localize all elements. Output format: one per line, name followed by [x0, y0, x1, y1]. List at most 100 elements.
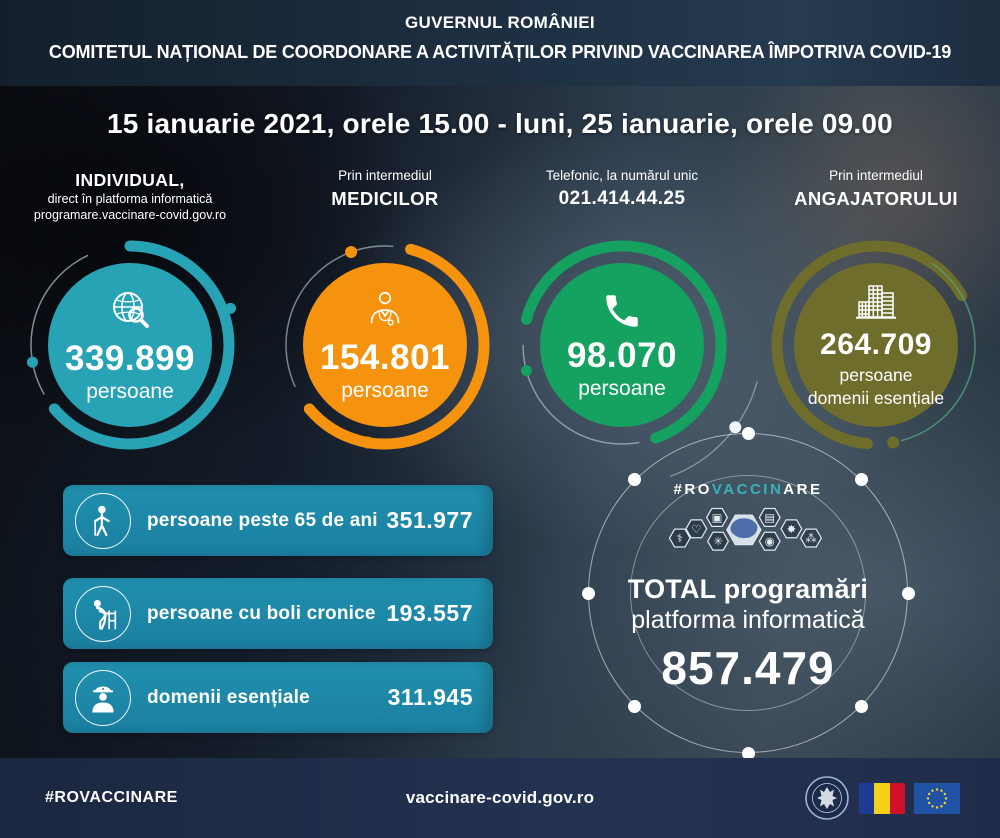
- channel-unit: persoane: [578, 376, 666, 400]
- channel-medici-circle: 154.801 persoane: [255, 215, 515, 475]
- phone-icon: [606, 294, 638, 327]
- virus-icon: ✸: [787, 522, 797, 536]
- doctor-icon: [370, 291, 400, 325]
- eu-flag-icon: [914, 782, 960, 814]
- hashtag-prefix: #RO: [673, 481, 712, 498]
- total-circle: #ROVACCINARE ⚕ ♡ ▣ ✳: [578, 423, 918, 763]
- flag-stripe-red: [889, 782, 905, 814]
- category-value: 311.945: [387, 684, 473, 710]
- channel-title-line: INDIVIDUAL,: [75, 170, 185, 190]
- ring-dot: [901, 586, 915, 600]
- person-walker-icon: [75, 585, 131, 642]
- total-ring-inner: [630, 475, 866, 711]
- category-row-chronic: persoane cu boli cronice 193.557: [63, 578, 493, 649]
- channel-value: 339.899: [64, 338, 196, 378]
- footer-band: #ROVACCINARE vaccinare-covid.gov.ro: [0, 758, 1000, 838]
- channel-individual-circle: 339.899 persoane: [0, 215, 260, 475]
- ring-dot: [741, 746, 755, 760]
- ring-dot: [581, 586, 595, 600]
- stethoscope-icon: ⚕: [677, 531, 683, 545]
- ring-dot: [854, 699, 868, 713]
- channel-unit-detail: domenii esențiale: [807, 388, 945, 408]
- channel-medici: Prin intermediul MEDICILOR: [255, 160, 515, 460]
- channel-individual-stats: 339.899 persoane: [48, 263, 212, 427]
- government-seal-icon: [805, 776, 849, 820]
- romania-flag-icon: [859, 782, 905, 814]
- flag-stripe-blue: [859, 782, 875, 814]
- channel-telefonic-title: Telefonic, la numărul unic 021.414.44.25: [492, 168, 752, 211]
- police-officer-icon: [92, 686, 114, 713]
- heart-pulse-icon: ♡: [691, 522, 701, 536]
- header-subtitle: COMITETUL NAȚIONAL DE COORDONARE A ACTIV…: [48, 42, 952, 62]
- circle-decoration: [771, 240, 981, 450]
- channel-title-line: 021.414.44.25: [558, 187, 686, 209]
- star-of-life-icon: ✳: [713, 534, 723, 548]
- footer-hashtag: #ROVACCINARE: [45, 789, 178, 806]
- header-title: GUVERNUL ROMÂNIEI: [405, 13, 595, 32]
- flag-stripe-yellow: [874, 782, 890, 814]
- channel-angajator-circle: 264.709 persoane domenii esențiale: [746, 215, 1000, 475]
- channel-title-line: Prin intermediul: [829, 168, 923, 183]
- eye-icon: ◉: [765, 534, 775, 548]
- category-row-over-65: persoane peste 65 de ani 351.977: [63, 485, 493, 556]
- total-value: 857.479: [661, 642, 835, 694]
- person-walker-icon: [93, 599, 117, 630]
- channel-angajator: Prin intermediul ANGAJATORULUI: [746, 160, 1000, 460]
- medical-hexagon-cluster: ⚕ ♡ ▣ ✳ ▤ ◉ ✸ ⁂: [668, 507, 823, 551]
- channel-unit: persoane: [86, 379, 174, 403]
- rovaccinare-hashtag: #ROVACCINARE: [674, 481, 823, 498]
- category-row-essential: domenii esențiale 311.945: [63, 662, 493, 733]
- romania-map-icon: [730, 518, 758, 539]
- total-content: #ROVACCINARE ⚕ ♡ ▣ ✳: [578, 423, 918, 763]
- channel-angajator-stats: 264.709 persoane domenii esențiale: [794, 263, 958, 427]
- channel-title-line: MEDICILOR: [331, 187, 439, 209]
- channel-value: 98.070: [566, 335, 678, 375]
- channel-title-line: ANGAJATORULUI: [794, 187, 958, 209]
- channel-unit: persoane: [839, 365, 913, 386]
- period-text: 15 ianuarie 2021, orele 15.00 - luni, 25…: [107, 108, 893, 139]
- hashtag-suffix: ARE: [783, 481, 823, 498]
- police-officer-icon: [75, 669, 131, 726]
- hashtag-mid: VACCIN: [711, 481, 784, 498]
- ring-dot: [628, 473, 642, 487]
- total-title: TOTAL programări: [627, 574, 869, 604]
- elderly-person-icon: [75, 492, 131, 549]
- channel-telefonic-circle: 98.070 persoane: [481, 204, 763, 486]
- people-icon: ⁂: [805, 531, 817, 545]
- medical-kit-icon: ▣: [712, 510, 723, 524]
- category-label: persoane cu boli cronice: [147, 602, 376, 624]
- channel-individual-title: INDIVIDUAL, direct în platforma informat…: [0, 168, 260, 223]
- footer-website: vaccinare-covid.gov.ro: [405, 788, 595, 807]
- globe-search-icon: [113, 291, 149, 328]
- channel-value: 264.709: [820, 328, 932, 362]
- category-value: 351.977: [386, 507, 473, 533]
- channel-telefonic-stats: 98.070 persoane: [540, 263, 704, 427]
- channel-unit: persoane: [341, 378, 429, 402]
- ring-dot: [854, 473, 868, 487]
- category-label: persoane peste 65 de ani: [147, 509, 378, 531]
- ring-dot: [741, 426, 755, 440]
- channel-title-line: programare.vaccinare-covid.gov.ro: [33, 207, 227, 222]
- elderly-person-icon: [94, 505, 110, 536]
- total-subtitle: platforma informatică: [631, 606, 865, 634]
- circle-decoration: [280, 240, 490, 450]
- category-label: domenii esențiale: [147, 686, 310, 708]
- channel-value: 154.801: [319, 337, 451, 377]
- clipboard-icon: ▤: [764, 510, 775, 524]
- channel-telefonic: Telefonic, la numărul unic 021.414.44.25…: [481, 160, 763, 486]
- channel-medici-title: Prin intermediul MEDICILOR: [255, 168, 515, 210]
- ring-dot: [628, 699, 642, 713]
- category-value: 193.557: [386, 600, 473, 626]
- channel-individual: INDIVIDUAL, direct în platforma informat…: [0, 160, 260, 460]
- circle-decoration: [25, 240, 236, 450]
- channel-title-line: direct în platforma informatică: [47, 191, 213, 206]
- header-band: GUVERNUL ROMÂNIEI COMITETUL NAȚIONAL DE …: [0, 0, 1000, 86]
- circle-decoration: [481, 204, 763, 486]
- buildings-icon: [856, 285, 896, 320]
- footer-logos: [804, 775, 960, 821]
- channel-title-line: Telefonic, la numărul unic: [545, 168, 699, 183]
- channel-angajator-title: Prin intermediul ANGAJATORULUI: [746, 168, 1000, 210]
- channel-medici-stats: 154.801 persoane: [303, 263, 467, 427]
- channel-title-line: Prin intermediul: [338, 168, 432, 183]
